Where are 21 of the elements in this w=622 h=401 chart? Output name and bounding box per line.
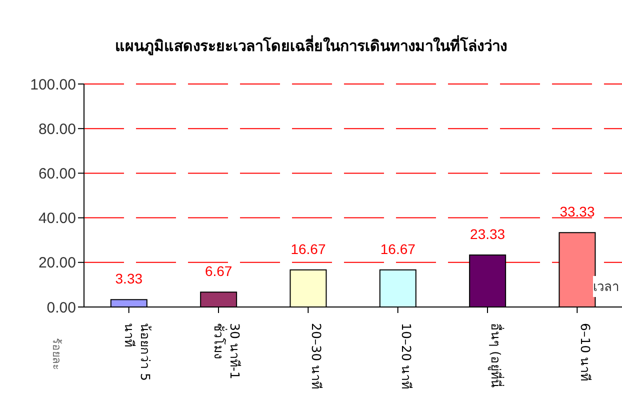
data-label: 16.67	[290, 240, 326, 257]
data-label: 23.33	[470, 226, 506, 242]
x-tick-label: 20–30 นาที	[309, 323, 324, 390]
chart-title: แผนภูมิแสดงระยะเวลาโดยเฉลี่ยในการเดินทางมาในที่โล่งว่าง	[114, 34, 508, 58]
x-tick-label: 30 นาที-1 ชั่วโมง	[212, 323, 242, 380]
y-axis-title: ร้อยละ	[49, 338, 63, 370]
y-tick-label: 60.00	[38, 166, 76, 183]
y-tick-label: 0.00	[46, 299, 76, 316]
y-tick-label: 80.00	[38, 120, 76, 138]
x-axis-title: เวลา	[593, 276, 619, 297]
data-label: 33.33	[560, 204, 595, 220]
y-tick-label: 40.00	[38, 210, 76, 228]
x-tick-label: น้อยกว่า 5 นาที	[122, 323, 153, 381]
data-label: 16.67	[380, 240, 416, 257]
data-label: 6.67	[204, 263, 232, 280]
y-tick-label: 20.00	[38, 254, 76, 272]
y-tick-label: 100.00	[30, 76, 76, 94]
x-tick-label: 6–10 นาที	[578, 323, 594, 382]
data-label: 3.33	[115, 270, 143, 287]
x-tick-label: 10–20 นาที	[398, 323, 414, 390]
x-tick-label: อื่นๆ (อยู่ที่นี่	[488, 323, 504, 388]
